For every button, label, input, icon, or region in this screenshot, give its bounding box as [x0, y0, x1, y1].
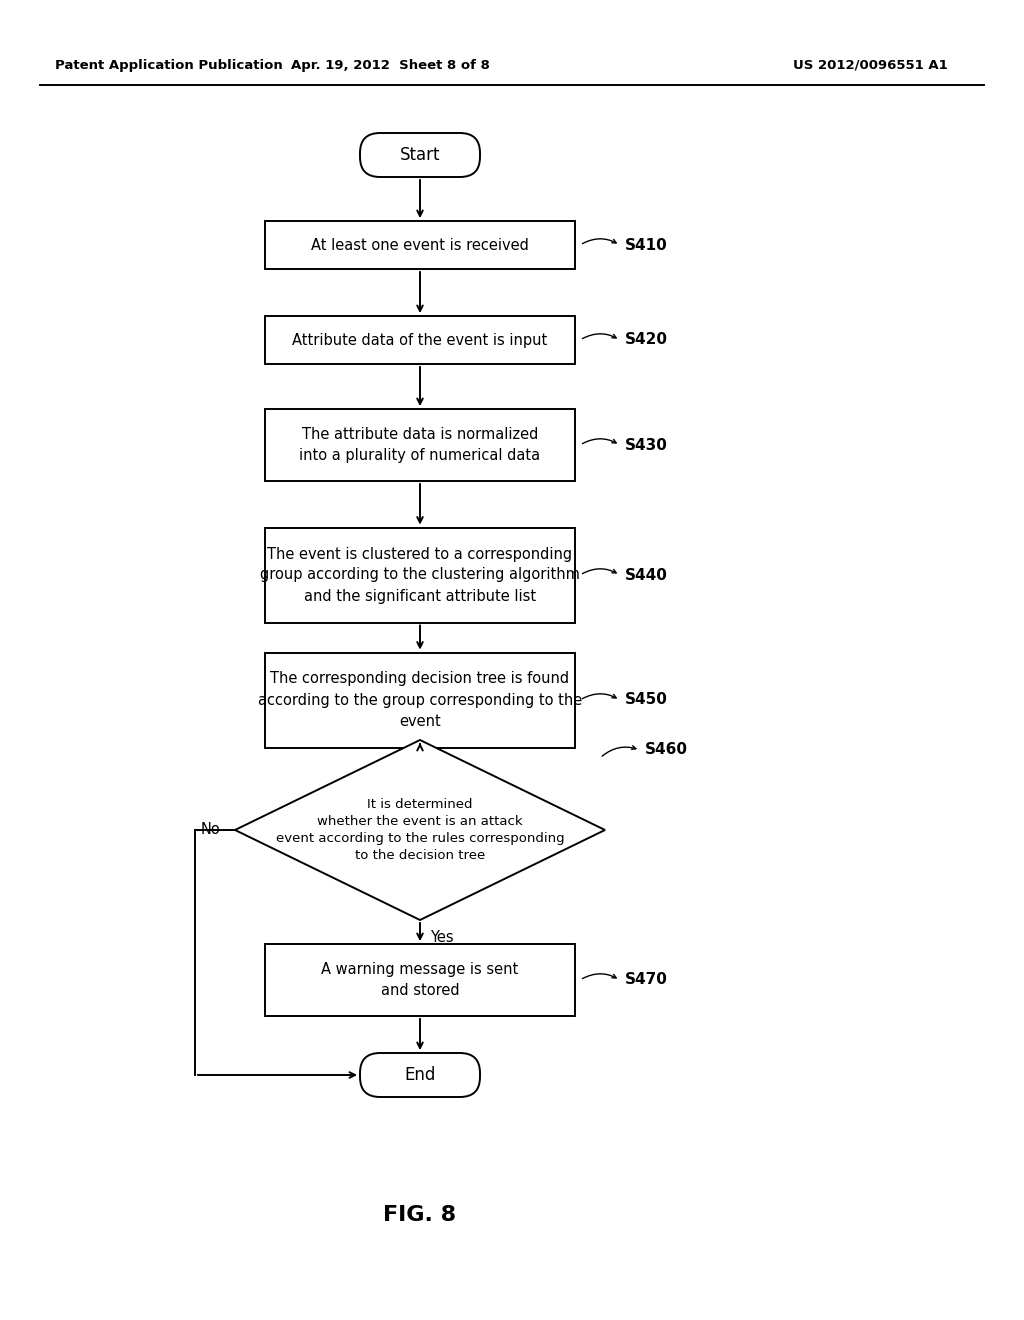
- Bar: [265, 220, 575, 269]
- Text: The event is clustered to a corresponding
group according to the clustering algo: The event is clustered to a correspondin…: [260, 546, 580, 603]
- FancyBboxPatch shape: [360, 133, 480, 177]
- Text: S460: S460: [645, 742, 688, 758]
- Bar: [265, 528, 575, 623]
- Text: Yes: Yes: [430, 931, 454, 945]
- Text: No: No: [201, 822, 220, 837]
- Text: Start: Start: [399, 147, 440, 164]
- Text: US 2012/0096551 A1: US 2012/0096551 A1: [793, 58, 947, 71]
- Text: FIG. 8: FIG. 8: [383, 1205, 457, 1225]
- Text: At least one event is received: At least one event is received: [311, 238, 529, 252]
- Text: S450: S450: [625, 693, 668, 708]
- Bar: [265, 409, 575, 480]
- Text: A warning message is sent
and stored: A warning message is sent and stored: [322, 962, 518, 998]
- Text: The attribute data is normalized
into a plurality of numerical data: The attribute data is normalized into a …: [299, 426, 541, 463]
- Text: S420: S420: [625, 333, 668, 347]
- Text: S470: S470: [625, 973, 668, 987]
- Text: End: End: [404, 1067, 435, 1084]
- Text: Apr. 19, 2012  Sheet 8 of 8: Apr. 19, 2012 Sheet 8 of 8: [291, 58, 489, 71]
- Text: Attribute data of the event is input: Attribute data of the event is input: [293, 333, 548, 347]
- Text: The corresponding decision tree is found
according to the group corresponding to: The corresponding decision tree is found…: [258, 672, 582, 729]
- Text: S430: S430: [625, 437, 668, 453]
- FancyBboxPatch shape: [360, 1053, 480, 1097]
- Bar: [265, 315, 575, 364]
- Polygon shape: [234, 741, 605, 920]
- Text: It is determined
whether the event is an attack
event according to the rules cor: It is determined whether the event is an…: [275, 799, 564, 862]
- Text: S410: S410: [625, 238, 668, 252]
- Bar: [265, 944, 575, 1016]
- Text: S440: S440: [625, 568, 668, 582]
- Text: Patent Application Publication: Patent Application Publication: [55, 58, 283, 71]
- Bar: [265, 652, 575, 747]
